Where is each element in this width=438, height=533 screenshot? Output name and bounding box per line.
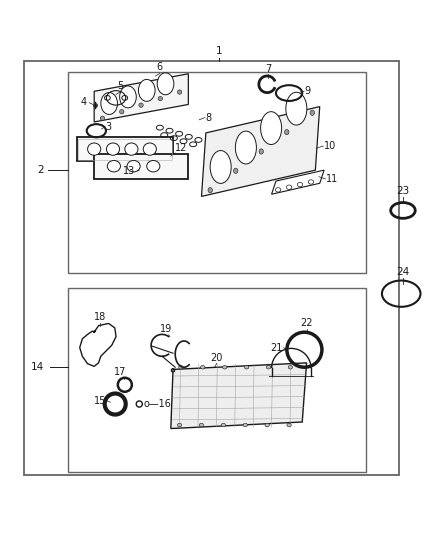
- Text: 1: 1: [215, 46, 223, 56]
- Text: 3: 3: [105, 122, 111, 132]
- Ellipse shape: [177, 423, 182, 427]
- Ellipse shape: [233, 168, 238, 173]
- Ellipse shape: [157, 73, 174, 95]
- Text: o—16: o—16: [144, 399, 172, 409]
- Ellipse shape: [120, 86, 136, 108]
- Text: 8: 8: [206, 112, 212, 123]
- Ellipse shape: [101, 93, 117, 115]
- Bar: [24, 61, 399, 474]
- Ellipse shape: [243, 423, 247, 427]
- Text: 5: 5: [117, 82, 124, 91]
- Ellipse shape: [179, 366, 183, 369]
- Ellipse shape: [106, 143, 120, 155]
- Text: 23: 23: [396, 187, 410, 197]
- Text: 9: 9: [304, 86, 311, 96]
- Text: 12: 12: [175, 143, 187, 154]
- Bar: [68, 72, 366, 273]
- Text: 15: 15: [94, 395, 106, 406]
- Polygon shape: [94, 154, 188, 179]
- Text: 20: 20: [211, 353, 223, 363]
- Text: 24: 24: [396, 268, 410, 278]
- Text: 13: 13: [123, 166, 135, 176]
- Text: 21: 21: [270, 343, 283, 352]
- Ellipse shape: [261, 112, 282, 144]
- Ellipse shape: [147, 160, 160, 172]
- Ellipse shape: [235, 131, 256, 164]
- Text: 4: 4: [81, 97, 87, 107]
- Ellipse shape: [244, 366, 249, 369]
- Text: 2: 2: [37, 165, 44, 175]
- Ellipse shape: [266, 366, 271, 369]
- Ellipse shape: [288, 366, 293, 369]
- Ellipse shape: [127, 160, 140, 172]
- Text: 18: 18: [94, 312, 106, 322]
- Ellipse shape: [177, 90, 182, 94]
- Ellipse shape: [286, 92, 307, 125]
- Ellipse shape: [199, 423, 204, 427]
- Ellipse shape: [223, 366, 227, 369]
- Ellipse shape: [143, 143, 156, 155]
- Ellipse shape: [287, 423, 291, 427]
- Ellipse shape: [88, 143, 101, 155]
- Text: 17: 17: [114, 367, 127, 377]
- Polygon shape: [171, 363, 307, 429]
- Ellipse shape: [120, 109, 124, 114]
- Ellipse shape: [107, 160, 120, 172]
- Ellipse shape: [259, 149, 263, 154]
- Ellipse shape: [221, 423, 226, 427]
- Bar: [78, 139, 172, 160]
- Polygon shape: [77, 138, 173, 161]
- Polygon shape: [201, 107, 320, 197]
- Text: 19: 19: [160, 325, 173, 334]
- Text: 14: 14: [31, 362, 44, 372]
- Text: 10: 10: [324, 141, 336, 151]
- Ellipse shape: [285, 130, 289, 135]
- Text: 6: 6: [157, 62, 163, 72]
- Text: 7: 7: [265, 64, 271, 74]
- Ellipse shape: [139, 103, 143, 107]
- Bar: [68, 288, 366, 472]
- Ellipse shape: [210, 150, 231, 183]
- Ellipse shape: [310, 110, 314, 115]
- Polygon shape: [94, 74, 188, 122]
- Ellipse shape: [265, 423, 269, 427]
- Ellipse shape: [158, 96, 162, 101]
- Ellipse shape: [100, 116, 105, 120]
- Text: 11: 11: [326, 174, 339, 184]
- Ellipse shape: [138, 79, 155, 101]
- Ellipse shape: [208, 188, 212, 193]
- Text: 22: 22: [300, 318, 313, 328]
- Ellipse shape: [125, 143, 138, 155]
- Ellipse shape: [201, 366, 205, 369]
